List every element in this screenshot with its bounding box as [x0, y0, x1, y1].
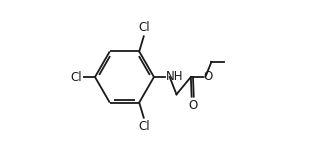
Text: Cl: Cl [70, 71, 82, 83]
Text: O: O [203, 70, 212, 83]
Text: NH: NH [165, 70, 183, 83]
Text: O: O [188, 99, 197, 112]
Text: Cl: Cl [139, 21, 150, 34]
Text: Cl: Cl [139, 120, 150, 133]
